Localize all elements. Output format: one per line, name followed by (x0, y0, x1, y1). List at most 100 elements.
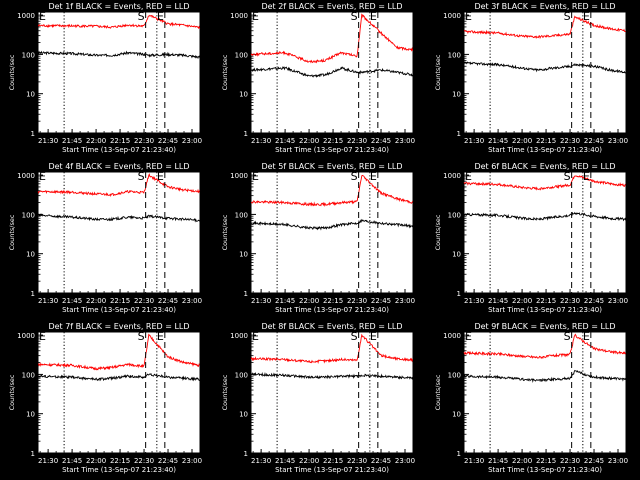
chart-title: Det 6f BLACK = Events, RED = LLD (474, 162, 615, 171)
marker-label: E (465, 10, 472, 23)
y-axis-label: Counts/sec (221, 54, 229, 90)
x-tick-label: 22:45 (584, 137, 604, 145)
x-tick-label: 22:00 (86, 137, 106, 145)
x-tick-label: 22:00 (299, 457, 319, 465)
x-tick-label: 22:30 (560, 457, 580, 465)
x-axis-label: Start Time (13-Sep-07 21:23:40) (62, 146, 176, 154)
marker-label: E (583, 330, 590, 343)
y-tick-label: 100 (448, 211, 461, 219)
x-tick-label: 22:15 (536, 137, 556, 145)
x-tick-label: 22:15 (323, 457, 343, 465)
x-tick-label: 22:15 (323, 297, 343, 305)
y-tick-label: 1 (31, 130, 35, 138)
y-tick-label: 100 (448, 371, 461, 379)
x-tick-label: 22:30 (134, 457, 154, 465)
y-tick-label: 10 (239, 91, 248, 99)
y-tick-label: 1000 (230, 172, 248, 180)
marker-label: E (157, 170, 164, 183)
y-tick-label: 1 (244, 290, 248, 298)
y-tick-label: 10 (452, 91, 461, 99)
chart-title: Det 8f BLACK = Events, RED = LLD (261, 322, 402, 331)
x-tick-label: 22:45 (158, 137, 178, 145)
x-axis-label: Start Time (13-Sep-07 21:23:40) (62, 466, 176, 474)
lld-series-line (250, 13, 414, 64)
marker-label: S (351, 10, 358, 23)
x-tick-label: 22:30 (560, 137, 580, 145)
y-tick-label: 1000 (230, 12, 248, 20)
detector-chart: Det 6f BLACK = Events, RED = LLD 1 10 100 10… (434, 162, 628, 314)
x-tick-label: 22:15 (110, 457, 130, 465)
y-tick-label: 100 (22, 211, 35, 219)
lld-series-line (463, 333, 627, 360)
lld-series-line (37, 173, 201, 198)
x-axis-label: Start Time (13-Sep-07 21:23:40) (275, 146, 389, 154)
x-tick-label: 21:30 (38, 297, 58, 305)
x-tick-label: 22:45 (158, 297, 178, 305)
y-tick-label: 100 (448, 51, 461, 59)
x-tick-label: 23:00 (395, 297, 415, 305)
y-tick-label: 1000 (443, 12, 461, 20)
x-tick-label: 22:00 (512, 137, 532, 145)
marker-label: S (138, 170, 145, 183)
x-tick-label: 21:45 (62, 457, 82, 465)
x-tick-label: 21:30 (38, 457, 58, 465)
x-tick-label: 21:45 (275, 137, 295, 145)
y-axis-label: Counts/sec (434, 214, 442, 250)
y-tick-label: 1000 (17, 332, 35, 340)
x-tick-label: 22:45 (371, 457, 391, 465)
events-series-line (463, 211, 627, 222)
marker-label: S (564, 10, 571, 23)
detector-chart: Det 8f BLACK = Events, RED = LLD 1 10 100 10… (221, 322, 415, 474)
y-axis-label: Counts/sec (221, 214, 229, 250)
y-axis-label: Counts/sec (434, 374, 442, 410)
x-tick-label: 22:45 (158, 457, 178, 465)
x-tick-label: 22:30 (134, 137, 154, 145)
chart-title: Det 5f BLACK = Events, RED = LLD (261, 162, 402, 171)
x-tick-label: 22:15 (110, 297, 130, 305)
events-series-line (251, 218, 414, 231)
marker-label: S (564, 330, 571, 343)
x-tick-label: 22:00 (86, 457, 106, 465)
marker-label: E (583, 10, 590, 23)
x-tick-label: 22:30 (560, 297, 580, 305)
detector-chart: Det 4f BLACK = Events, RED = LLD 1 10 100 10… (8, 162, 202, 314)
events-series-line (463, 369, 627, 383)
marker-label: E (370, 10, 377, 23)
marker-label: E (157, 10, 164, 23)
x-tick-label: 23:00 (182, 457, 202, 465)
y-tick-label: 1000 (443, 332, 461, 340)
x-axis-label: Start Time (13-Sep-07 21:23:40) (62, 306, 176, 314)
marker-label: S (564, 170, 571, 183)
marker-label: S (138, 330, 145, 343)
detector-chart: Det 7f BLACK = Events, RED = LLD 1 10 100 10… (8, 322, 202, 474)
plot-area (250, 171, 414, 294)
x-tick-label: 22:00 (299, 137, 319, 145)
x-axis-label: Start Time (13-Sep-07 21:23:40) (275, 466, 389, 474)
plot-area (37, 171, 201, 294)
y-axis-label: Counts/sec (8, 374, 16, 410)
marker-label: S (351, 330, 358, 343)
x-tick-label: 23:00 (182, 297, 202, 305)
y-axis-label: Counts/sec (221, 374, 229, 410)
x-tick-label: 23:00 (395, 137, 415, 145)
x-tick-label: 22:30 (347, 297, 367, 305)
y-tick-label: 1000 (17, 12, 35, 20)
y-tick-label: 10 (239, 411, 248, 419)
lld-series-line (37, 333, 200, 371)
events-series-line (37, 50, 201, 60)
x-tick-label: 22:15 (536, 457, 556, 465)
x-tick-label: 22:00 (86, 297, 106, 305)
x-tick-label: 23:00 (608, 137, 628, 145)
lld-series-line (250, 333, 414, 364)
chart-title: Det 1f BLACK = Events, RED = LLD (48, 2, 189, 11)
y-tick-label: 10 (239, 251, 248, 259)
y-tick-label: 100 (235, 211, 248, 219)
y-axis-label: Counts/sec (8, 214, 16, 250)
marker-label: E (252, 10, 259, 23)
events-series-line (37, 213, 201, 223)
marker-label: E (370, 330, 377, 343)
x-axis-label: Start Time (13-Sep-07 21:23:40) (275, 306, 389, 314)
events-series-line (250, 66, 413, 78)
x-tick-label: 22:30 (134, 297, 154, 305)
